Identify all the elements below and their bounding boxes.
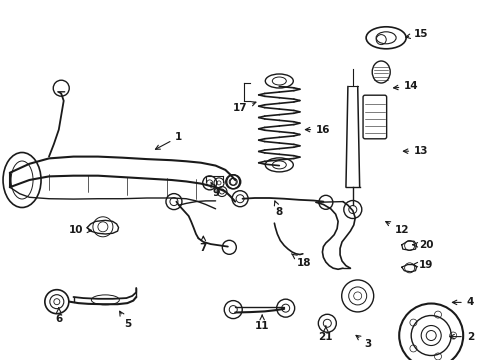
Text: 2: 2 bbox=[450, 332, 474, 342]
Text: 7: 7 bbox=[199, 236, 207, 253]
Text: 16: 16 bbox=[305, 125, 331, 135]
Text: 13: 13 bbox=[403, 146, 429, 156]
Text: 12: 12 bbox=[386, 221, 409, 235]
Text: 3: 3 bbox=[356, 336, 371, 349]
Text: 20: 20 bbox=[413, 240, 434, 250]
Text: 4: 4 bbox=[452, 297, 474, 307]
Text: 11: 11 bbox=[255, 315, 270, 331]
Text: 9: 9 bbox=[211, 182, 219, 198]
Text: 14: 14 bbox=[393, 81, 419, 91]
Text: 10: 10 bbox=[69, 225, 92, 235]
Text: 6: 6 bbox=[55, 308, 62, 324]
Text: 5: 5 bbox=[120, 311, 131, 329]
Text: 15: 15 bbox=[406, 29, 429, 39]
Text: 8: 8 bbox=[274, 201, 283, 217]
Text: 17: 17 bbox=[233, 102, 256, 113]
Text: 19: 19 bbox=[413, 260, 434, 270]
Circle shape bbox=[45, 290, 69, 314]
Text: 1: 1 bbox=[155, 132, 182, 149]
Text: 18: 18 bbox=[292, 254, 311, 268]
Text: 21: 21 bbox=[318, 326, 333, 342]
